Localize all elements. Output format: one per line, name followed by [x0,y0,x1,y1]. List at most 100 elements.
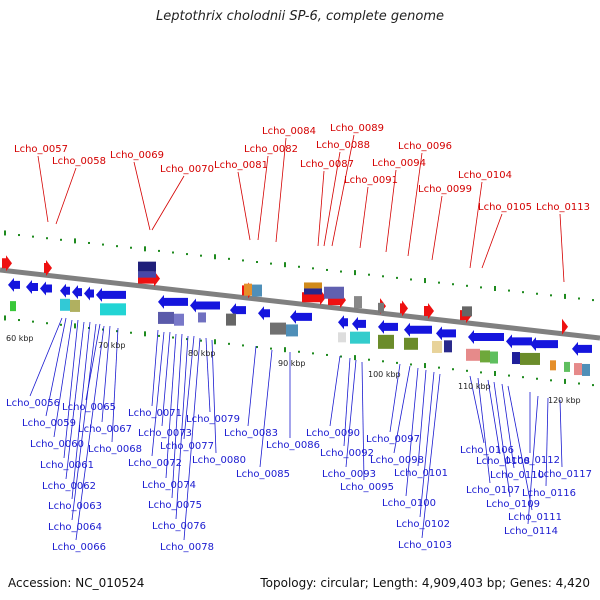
leader-line [331,134,355,247]
leader-line [493,381,511,498]
gene-label-lcho-0110: Lcho_0110 [490,470,544,481]
leader-line [469,181,483,269]
forward-gene-arrow [424,303,434,320]
scale-tick [410,278,412,281]
gene-domain-block [512,352,520,365]
gene-domain-block [350,331,370,344]
scale-tick [480,371,482,374]
scale-tick [270,262,272,265]
gene-domain-block [252,284,262,297]
forward-gene-arrow [562,318,568,335]
scale-tick [564,293,566,299]
topology-text: Topology: circular; Length: 4,909,403 bp… [260,576,590,590]
gene-label-lcho-0076: Lcho_0076 [152,521,206,532]
leader-line [345,359,357,468]
leader-line [317,170,325,247]
gene-domain-block [466,348,480,361]
scale-tick [354,355,356,361]
scale-tick [466,369,468,372]
gene-label-lcho-0114: Lcho_0114 [504,526,558,537]
map-title: Leptothrix cholodnii SP-6, complete geno… [156,9,444,24]
leader-line [55,167,77,225]
scale-tick [578,382,580,385]
leader-line [111,327,119,443]
leader-line [63,319,79,459]
leader-line [65,321,85,480]
reverse-gene-arrow [26,279,38,294]
scale-tick [522,291,524,294]
scale-tick [382,275,384,278]
gene-label-lcho-0080: Lcho_0080 [192,455,246,466]
kbp-marker: 60 kbp [6,334,34,343]
gene-domain-block [480,350,490,363]
scale-tick [4,315,6,321]
scale-tick [74,323,76,329]
scale-tick [172,251,174,254]
leader-line [419,371,435,518]
gene-domain-block [338,332,346,343]
gene-domain-block [404,337,418,350]
reverse-gene-arrow [72,285,82,300]
leader-line [205,337,211,413]
kbp-marker: 110 kbp [458,382,491,391]
scale-tick [256,346,258,349]
gene-label-lcho-0067: Lcho_0067 [78,424,132,435]
reverse-gene-arrow [158,294,188,309]
scale-tick [60,238,62,241]
reverse-gene-arrow [530,337,558,352]
gene-label-lcho-0111: Lcho_0111 [508,512,562,523]
scale-tick [32,320,34,323]
leader-line [161,331,171,427]
gene-label-lcho-0100: Lcho_0100 [382,498,436,509]
scale-tick [284,347,286,353]
reverse-gene-arrow [84,286,94,301]
leader-line [527,395,539,525]
leader-line [151,331,165,457]
reverse-gene-arrow [436,326,456,341]
scale-tick [536,377,538,380]
reverse-gene-arrow [468,330,504,345]
scale-tick [410,363,412,366]
gene-domain-block [324,286,344,299]
gene-label-lcho-0060: Lcho_0060 [30,439,84,450]
gene-domain-block [354,296,362,309]
scale-tick [368,273,370,276]
leader-line [165,333,177,479]
gene-label-lcho-0058: Lcho_0058 [52,156,106,167]
gene-label-lcho-0092: Lcho_0092 [320,448,374,459]
gene-label-lcho-0093: Lcho_0093 [322,469,376,480]
leader-line [183,335,195,440]
leader-line [393,365,411,454]
gene-label-lcho-0069: Lcho_0069 [110,150,164,161]
reverse-gene-arrow [96,287,126,302]
gene-label-lcho-0071: Lcho_0071 [128,408,182,419]
gene-label-lcho-0078: Lcho_0078 [160,542,214,553]
gene-label-lcho-0109: Lcho_0109 [486,499,540,510]
scale-tick [74,238,76,244]
gene-label-lcho-0066: Lcho_0066 [52,542,106,553]
gene-label-lcho-0084: Lcho_0084 [262,126,316,137]
leader-line [237,171,251,241]
leader-line [501,383,515,469]
scale-tick [256,261,258,264]
leader-line [259,349,273,468]
leader-line [329,355,341,427]
scale-tick [508,289,510,292]
leader-line [407,152,423,257]
scale-tick [46,237,48,240]
leader-line [37,155,49,223]
scale-tick [18,319,20,322]
reverse-gene-arrow [404,322,432,337]
gene-label-lcho-0083: Lcho_0083 [224,428,278,439]
scale-tick [396,361,398,364]
leader-line [361,361,365,481]
reverse-gene-arrow [190,298,220,313]
kbp-marker: 90 kbp [278,359,306,368]
gene-domain-block [432,340,442,353]
gene-label-lcho-0089: Lcho_0089 [330,123,384,134]
gene-domain-block [10,301,16,312]
leader-line [421,373,441,539]
scale-tick [592,299,594,302]
gene-domain-block [520,352,540,365]
scale-tick [228,257,230,260]
